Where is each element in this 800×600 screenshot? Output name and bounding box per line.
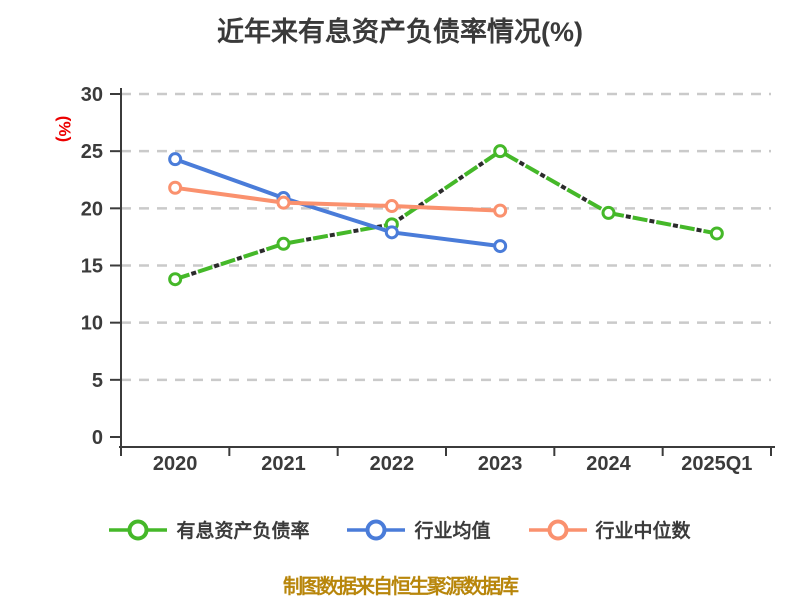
- y-tick-label: 5: [92, 370, 103, 392]
- plot-area: 0 5 10 15 20 25 30 2020 2021 2022 2023 2024 2025Q1: [81, 84, 775, 475]
- series-line-underlay-interest-bearing-debt-ratio: [174, 148, 718, 282]
- data-point-interest-bearing-debt-ratio[interactable]: [601, 205, 616, 220]
- y-tick-label: 10: [81, 313, 103, 335]
- chart-title: 近年来有息资产负债率情况(%): [217, 17, 583, 47]
- data-point-interest-bearing-debt-ratio[interactable]: [493, 144, 508, 159]
- data-point-industry-median[interactable]: [276, 195, 291, 210]
- data-source-note: 制图数据来自恒生聚源数据库: [283, 576, 519, 598]
- data-point-industry-mean[interactable]: [493, 239, 508, 254]
- x-tick-label: 2022: [370, 453, 415, 475]
- series-line-interest-bearing-debt-ratio: [174, 149, 718, 282]
- x-tick-label: 2025Q1: [681, 453, 752, 475]
- legend: 有息资产负债率 行业均值 行业中位数: [0, 516, 800, 543]
- legend-item-industry-median[interactable]: 行业中位数: [528, 516, 691, 543]
- data-point-interest-bearing-debt-ratio[interactable]: [276, 236, 291, 251]
- legend-item-interest-bearing-debt-ratio[interactable]: 有息资产负债率: [109, 516, 309, 543]
- series-line-industry-median: [173, 185, 503, 213]
- data-point-industry-median[interactable]: [168, 180, 183, 195]
- y-tick-label: 20: [81, 198, 103, 220]
- legend-marker-green-icon: [109, 519, 168, 540]
- data-point-industry-median[interactable]: [384, 199, 399, 214]
- x-tick-label: 2020: [153, 453, 198, 475]
- y-tick-label: 25: [81, 141, 103, 163]
- data-point-industry-mean[interactable]: [384, 225, 399, 240]
- y-tick-label: 30: [81, 84, 103, 106]
- data-point-industry-mean[interactable]: [168, 152, 183, 167]
- x-tick-label: 2023: [478, 453, 523, 475]
- y-tick-label: 15: [81, 256, 103, 278]
- legend-item-industry-mean[interactable]: 行业均值: [347, 516, 491, 543]
- legend-marker-orange-icon: [528, 519, 587, 540]
- series-line-industry-mean: [173, 157, 503, 249]
- x-tick-label: 2021: [261, 453, 306, 475]
- data-point-interest-bearing-debt-ratio[interactable]: [709, 226, 724, 241]
- legend-label: 行业中位数: [595, 521, 691, 542]
- legend-label: 有息资产负债率: [176, 521, 310, 542]
- x-tick-label: 2024: [586, 453, 631, 475]
- y-tick-label: 0: [92, 427, 103, 449]
- data-point-industry-median[interactable]: [493, 203, 508, 218]
- data-point-interest-bearing-debt-ratio[interactable]: [168, 272, 183, 287]
- legend-label: 行业均值: [414, 521, 491, 542]
- legend-marker-blue-icon: [347, 519, 406, 540]
